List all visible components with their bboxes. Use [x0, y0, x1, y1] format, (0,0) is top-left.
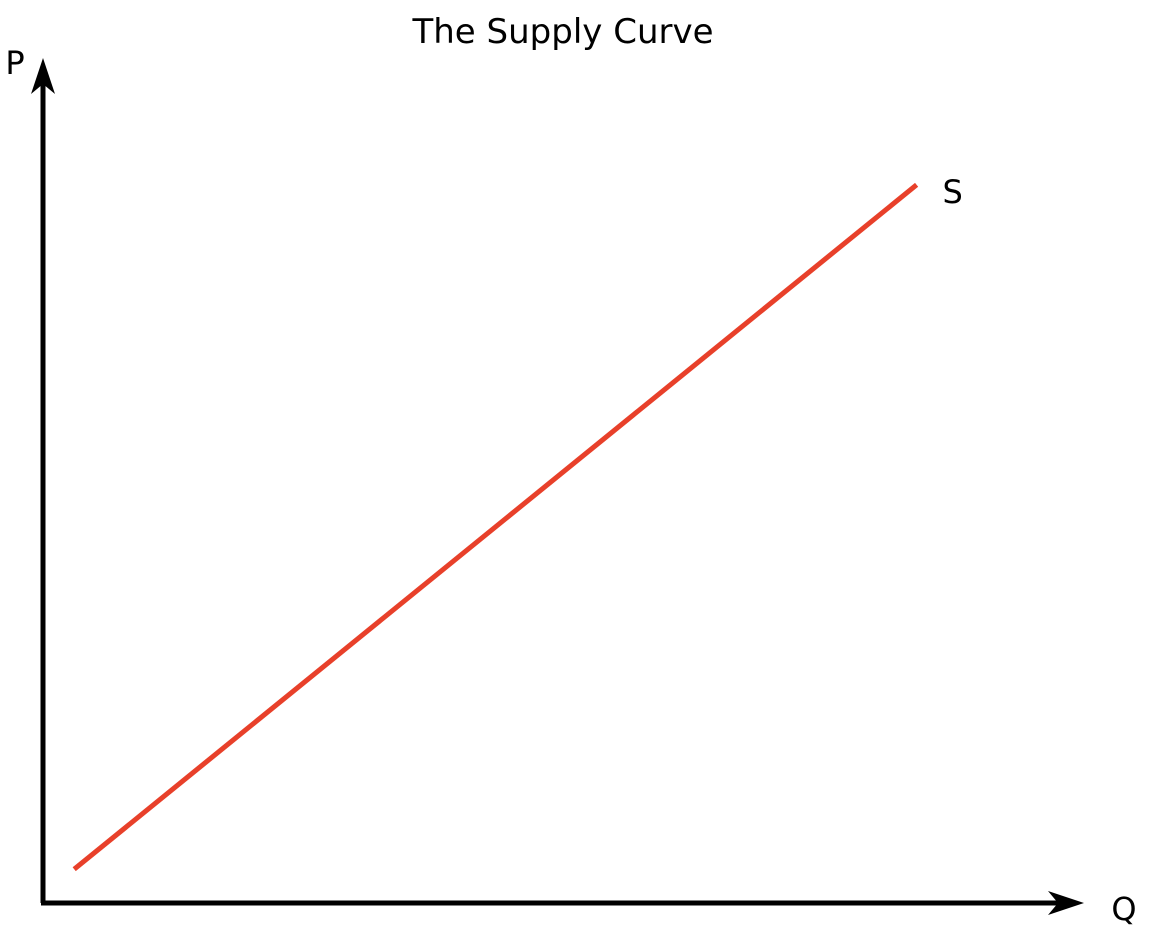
series-layer: S [72, 173, 963, 872]
y-axis-label: P [5, 44, 24, 82]
x-axis-label: Q [1111, 890, 1136, 928]
series-label-s: S [942, 173, 962, 211]
x-axis-arrow-icon [1048, 891, 1084, 915]
chart-title: The Supply Curve [411, 12, 713, 52]
y-axis-arrow-icon [31, 58, 55, 94]
series-line-s [72, 182, 919, 872]
